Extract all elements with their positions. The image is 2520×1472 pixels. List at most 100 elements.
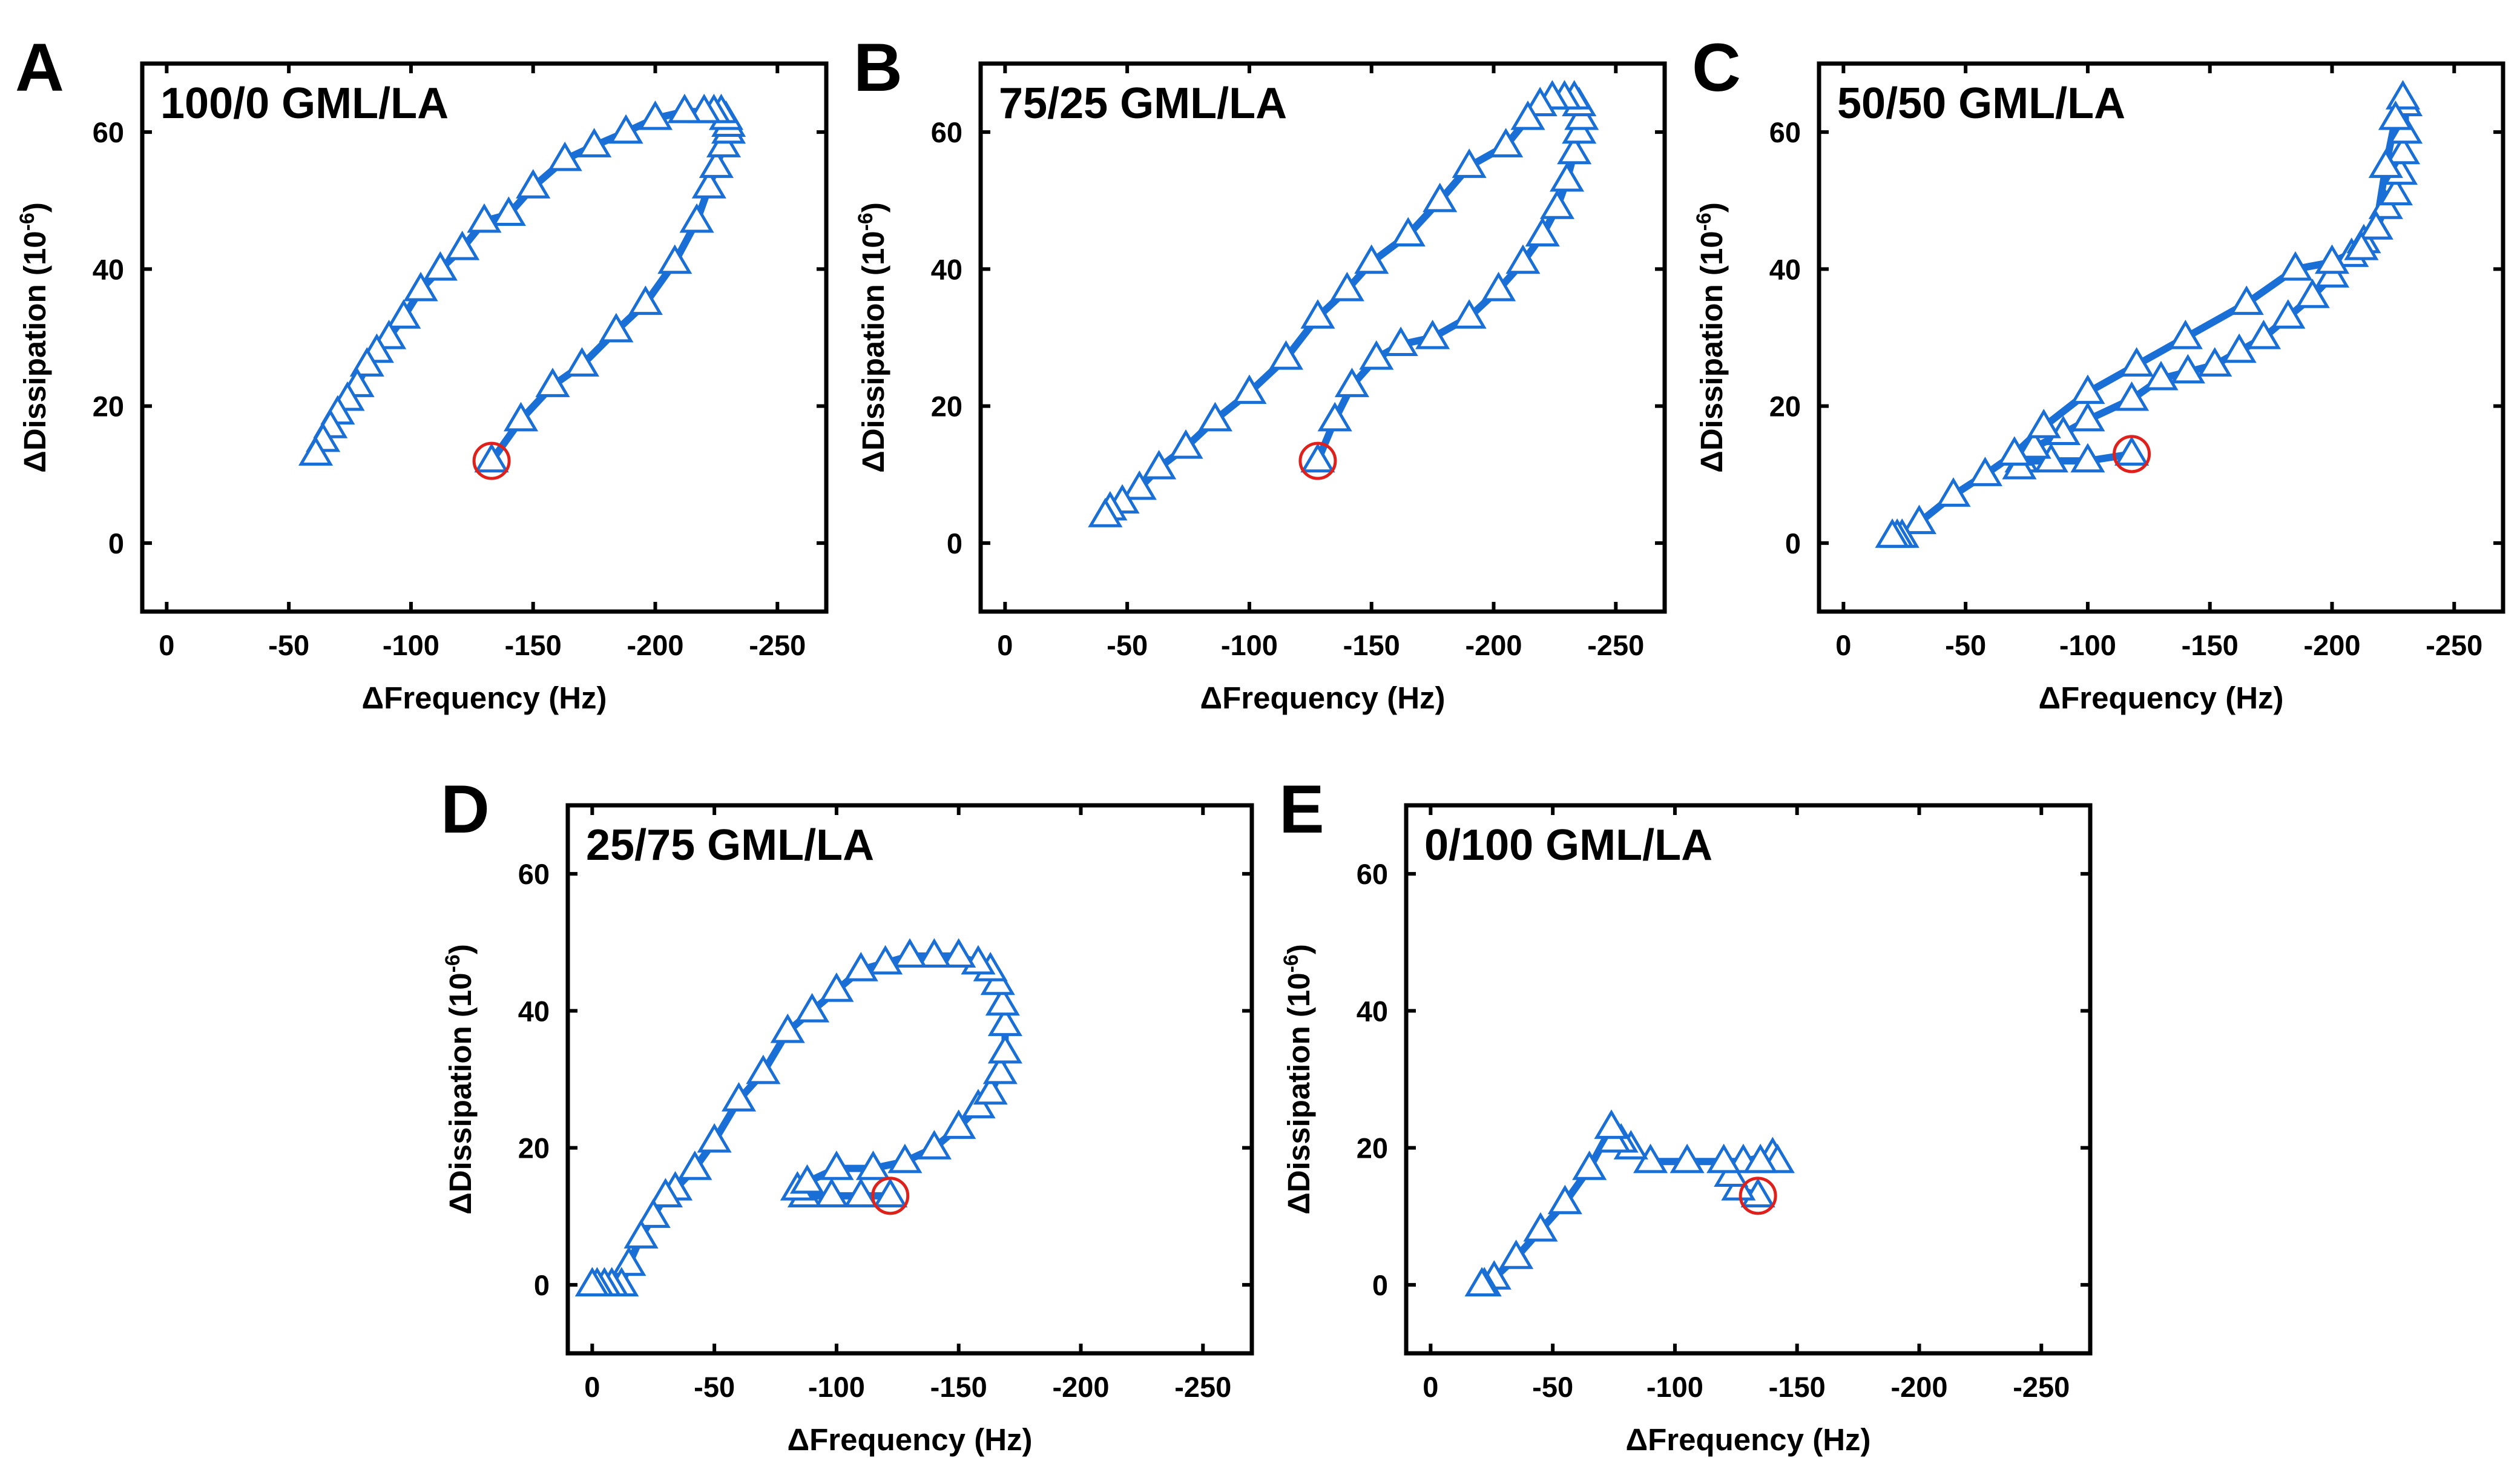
data-point xyxy=(608,114,643,144)
data-point xyxy=(2229,285,2264,315)
data-point xyxy=(1743,1143,1778,1173)
plot-frame xyxy=(565,803,1254,1356)
x-tick-label: 0 xyxy=(997,629,1013,661)
x-axis-label: ΔFrequency (Hz) xyxy=(361,681,607,715)
y-axis-label: ΔDissipation (10-6) xyxy=(1280,944,1316,1215)
data-point xyxy=(2119,347,2154,377)
data-point xyxy=(637,101,673,130)
x-tick-label: -250 xyxy=(1587,629,1644,661)
x-tick-label: -200 xyxy=(1052,1371,1109,1403)
data-point xyxy=(941,1109,976,1139)
data-point xyxy=(1547,1184,1582,1215)
data-point xyxy=(1423,182,1458,213)
data-point xyxy=(873,1178,908,1207)
data-point xyxy=(1572,1150,1607,1180)
panel-letter: A xyxy=(15,30,64,105)
data-point xyxy=(667,93,702,124)
data-point xyxy=(691,169,726,199)
data-point xyxy=(386,299,421,329)
data-point xyxy=(1522,87,1558,117)
data-point xyxy=(349,347,384,377)
data-point xyxy=(503,401,539,432)
x-tick-label: -100 xyxy=(1221,629,1278,661)
data-point xyxy=(2344,230,2379,260)
x-tick-label: 0 xyxy=(159,629,174,661)
data-point xyxy=(467,203,502,233)
x-tick-label: -250 xyxy=(1174,1371,1231,1403)
data-point xyxy=(1142,449,1177,480)
data-point xyxy=(916,1130,952,1160)
data-point xyxy=(987,1006,1022,1037)
panel-title: 50/50 GML/LA xyxy=(1837,79,2125,128)
start-marker xyxy=(1739,1177,1777,1215)
x-tick-label: -100 xyxy=(2059,629,2116,661)
x-axis-label: ΔFrequency (Hz) xyxy=(1200,681,1445,715)
data-point xyxy=(2114,381,2150,411)
x-tick-label: -200 xyxy=(2303,629,2360,661)
y-axis-label: ΔDissipation (10-6) xyxy=(1693,202,1729,473)
data-point xyxy=(2070,443,2105,473)
data-point xyxy=(298,436,334,466)
data-point xyxy=(2070,401,2105,432)
data-point xyxy=(2358,210,2393,240)
data-point xyxy=(855,1150,891,1180)
data-point xyxy=(819,972,854,1002)
data-point xyxy=(2168,320,2203,349)
data-point xyxy=(564,347,599,377)
data-point xyxy=(677,1150,712,1180)
data-point xyxy=(1936,477,1971,507)
panel-e: E 0 -50 -100 -150 -200 -250 0 20 40 60 ΔFrequency (… xyxy=(1279,771,2093,1457)
data-point xyxy=(611,1246,646,1276)
data-point xyxy=(2378,101,2413,130)
panel-title: 25/75 GML/LA xyxy=(586,821,874,870)
y-tick-label: 40 xyxy=(1357,995,1388,1027)
x-tick-label: -250 xyxy=(749,629,806,661)
x-tick-label: -200 xyxy=(1465,629,1522,661)
x-tick-label: -150 xyxy=(1343,629,1400,661)
x-tick-label: -250 xyxy=(2426,629,2482,661)
data-point xyxy=(1168,429,1203,459)
panel-letter: D xyxy=(441,771,490,847)
y-tick-label: 40 xyxy=(518,995,550,1027)
data-point xyxy=(697,1123,732,1153)
data-point xyxy=(2246,320,2281,349)
y-tick-label: 20 xyxy=(93,391,124,423)
data-point xyxy=(577,128,612,157)
data-point xyxy=(547,141,582,171)
x-axis-label: ΔFrequency (Hz) xyxy=(2038,681,2283,715)
data-point xyxy=(1489,128,1524,157)
data-point xyxy=(535,368,570,397)
panel-a: A 0 -50 -100 -150 -200 -250 0 20 40 60 ΔFrequency (… xyxy=(15,30,829,715)
x-tick-label: -150 xyxy=(1769,1371,1826,1403)
data-point xyxy=(892,938,927,968)
y-tick-label: 0 xyxy=(108,527,124,559)
data-point xyxy=(1390,217,1426,246)
data-point xyxy=(1197,401,1232,432)
data-point xyxy=(623,1219,659,1249)
data-point xyxy=(516,169,551,199)
data-point xyxy=(721,1081,757,1112)
data-point xyxy=(657,244,693,274)
y-axis-label: ΔDissipation (10-6) xyxy=(16,202,52,473)
y-tick-label: 40 xyxy=(931,253,962,285)
panel-b: B 0 -50 -100 -150 -200 -250 0 20 40 60 ΔFrequency (… xyxy=(854,30,1667,715)
plot-frame xyxy=(140,61,829,614)
panel-title: 75/25 GML/LA xyxy=(999,79,1287,128)
data-point xyxy=(1670,1143,1705,1173)
data-point xyxy=(1122,470,1157,500)
plot-frame xyxy=(1817,61,2505,614)
data-point xyxy=(636,1198,671,1228)
x-axis-label: ΔFrequency (Hz) xyxy=(787,1422,1032,1457)
data-point xyxy=(1464,1267,1499,1297)
data-point xyxy=(1901,504,1937,535)
y-tick-label: 0 xyxy=(1785,527,1801,559)
data-point xyxy=(1329,271,1364,302)
x-tick-label: -50 xyxy=(1945,629,1986,661)
data-point xyxy=(789,1164,825,1194)
x-tick-label: -200 xyxy=(1890,1371,1947,1403)
y-tick-label: 60 xyxy=(518,858,550,890)
y-tick-label: 0 xyxy=(947,527,962,559)
y-tick-label: 60 xyxy=(931,116,962,148)
data-point xyxy=(1875,518,1910,548)
